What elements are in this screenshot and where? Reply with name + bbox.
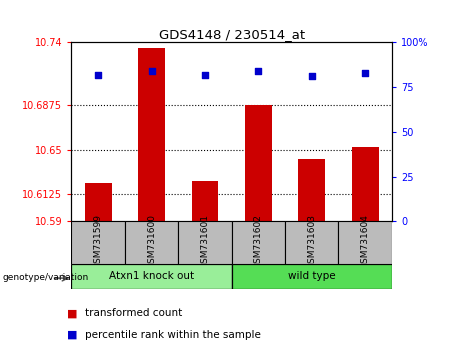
Point (361, 70, 369, 76)
Bar (298, 159, 325, 221)
Text: GSM731601: GSM731601 (201, 214, 209, 269)
Text: ■: ■ (67, 330, 77, 339)
Text: percentile rank within the sample: percentile rank within the sample (85, 330, 261, 339)
Bar (85, 183, 112, 221)
Bar (245, 105, 272, 221)
Bar (231, 221, 285, 264)
Bar (178, 221, 231, 264)
Text: GSM731603: GSM731603 (307, 214, 316, 269)
Text: Atxn1 knock out: Atxn1 knock out (109, 271, 194, 281)
Text: genotype/variation: genotype/variation (2, 273, 89, 282)
Point (201, 72, 209, 78)
Bar (352, 147, 378, 221)
Text: GSM731600: GSM731600 (147, 214, 156, 269)
Bar (125, 221, 178, 264)
Text: ■: ■ (67, 308, 77, 318)
Bar (338, 221, 392, 264)
Text: GSM731604: GSM731604 (361, 214, 370, 269)
Bar (231, 264, 392, 289)
Point (254, 68, 262, 74)
Title: GDS4148 / 230514_at: GDS4148 / 230514_at (159, 28, 305, 41)
Text: transformed count: transformed count (85, 308, 183, 318)
Point (95, 72, 102, 78)
Bar (138, 48, 165, 221)
Bar (192, 181, 219, 221)
Text: GSM731602: GSM731602 (254, 214, 263, 269)
Bar (71, 221, 125, 264)
Bar (285, 221, 338, 264)
Bar (71, 264, 231, 289)
Text: wild type: wild type (288, 271, 336, 281)
Point (308, 74, 315, 79)
Point (148, 68, 155, 74)
Text: GSM731599: GSM731599 (94, 214, 103, 269)
